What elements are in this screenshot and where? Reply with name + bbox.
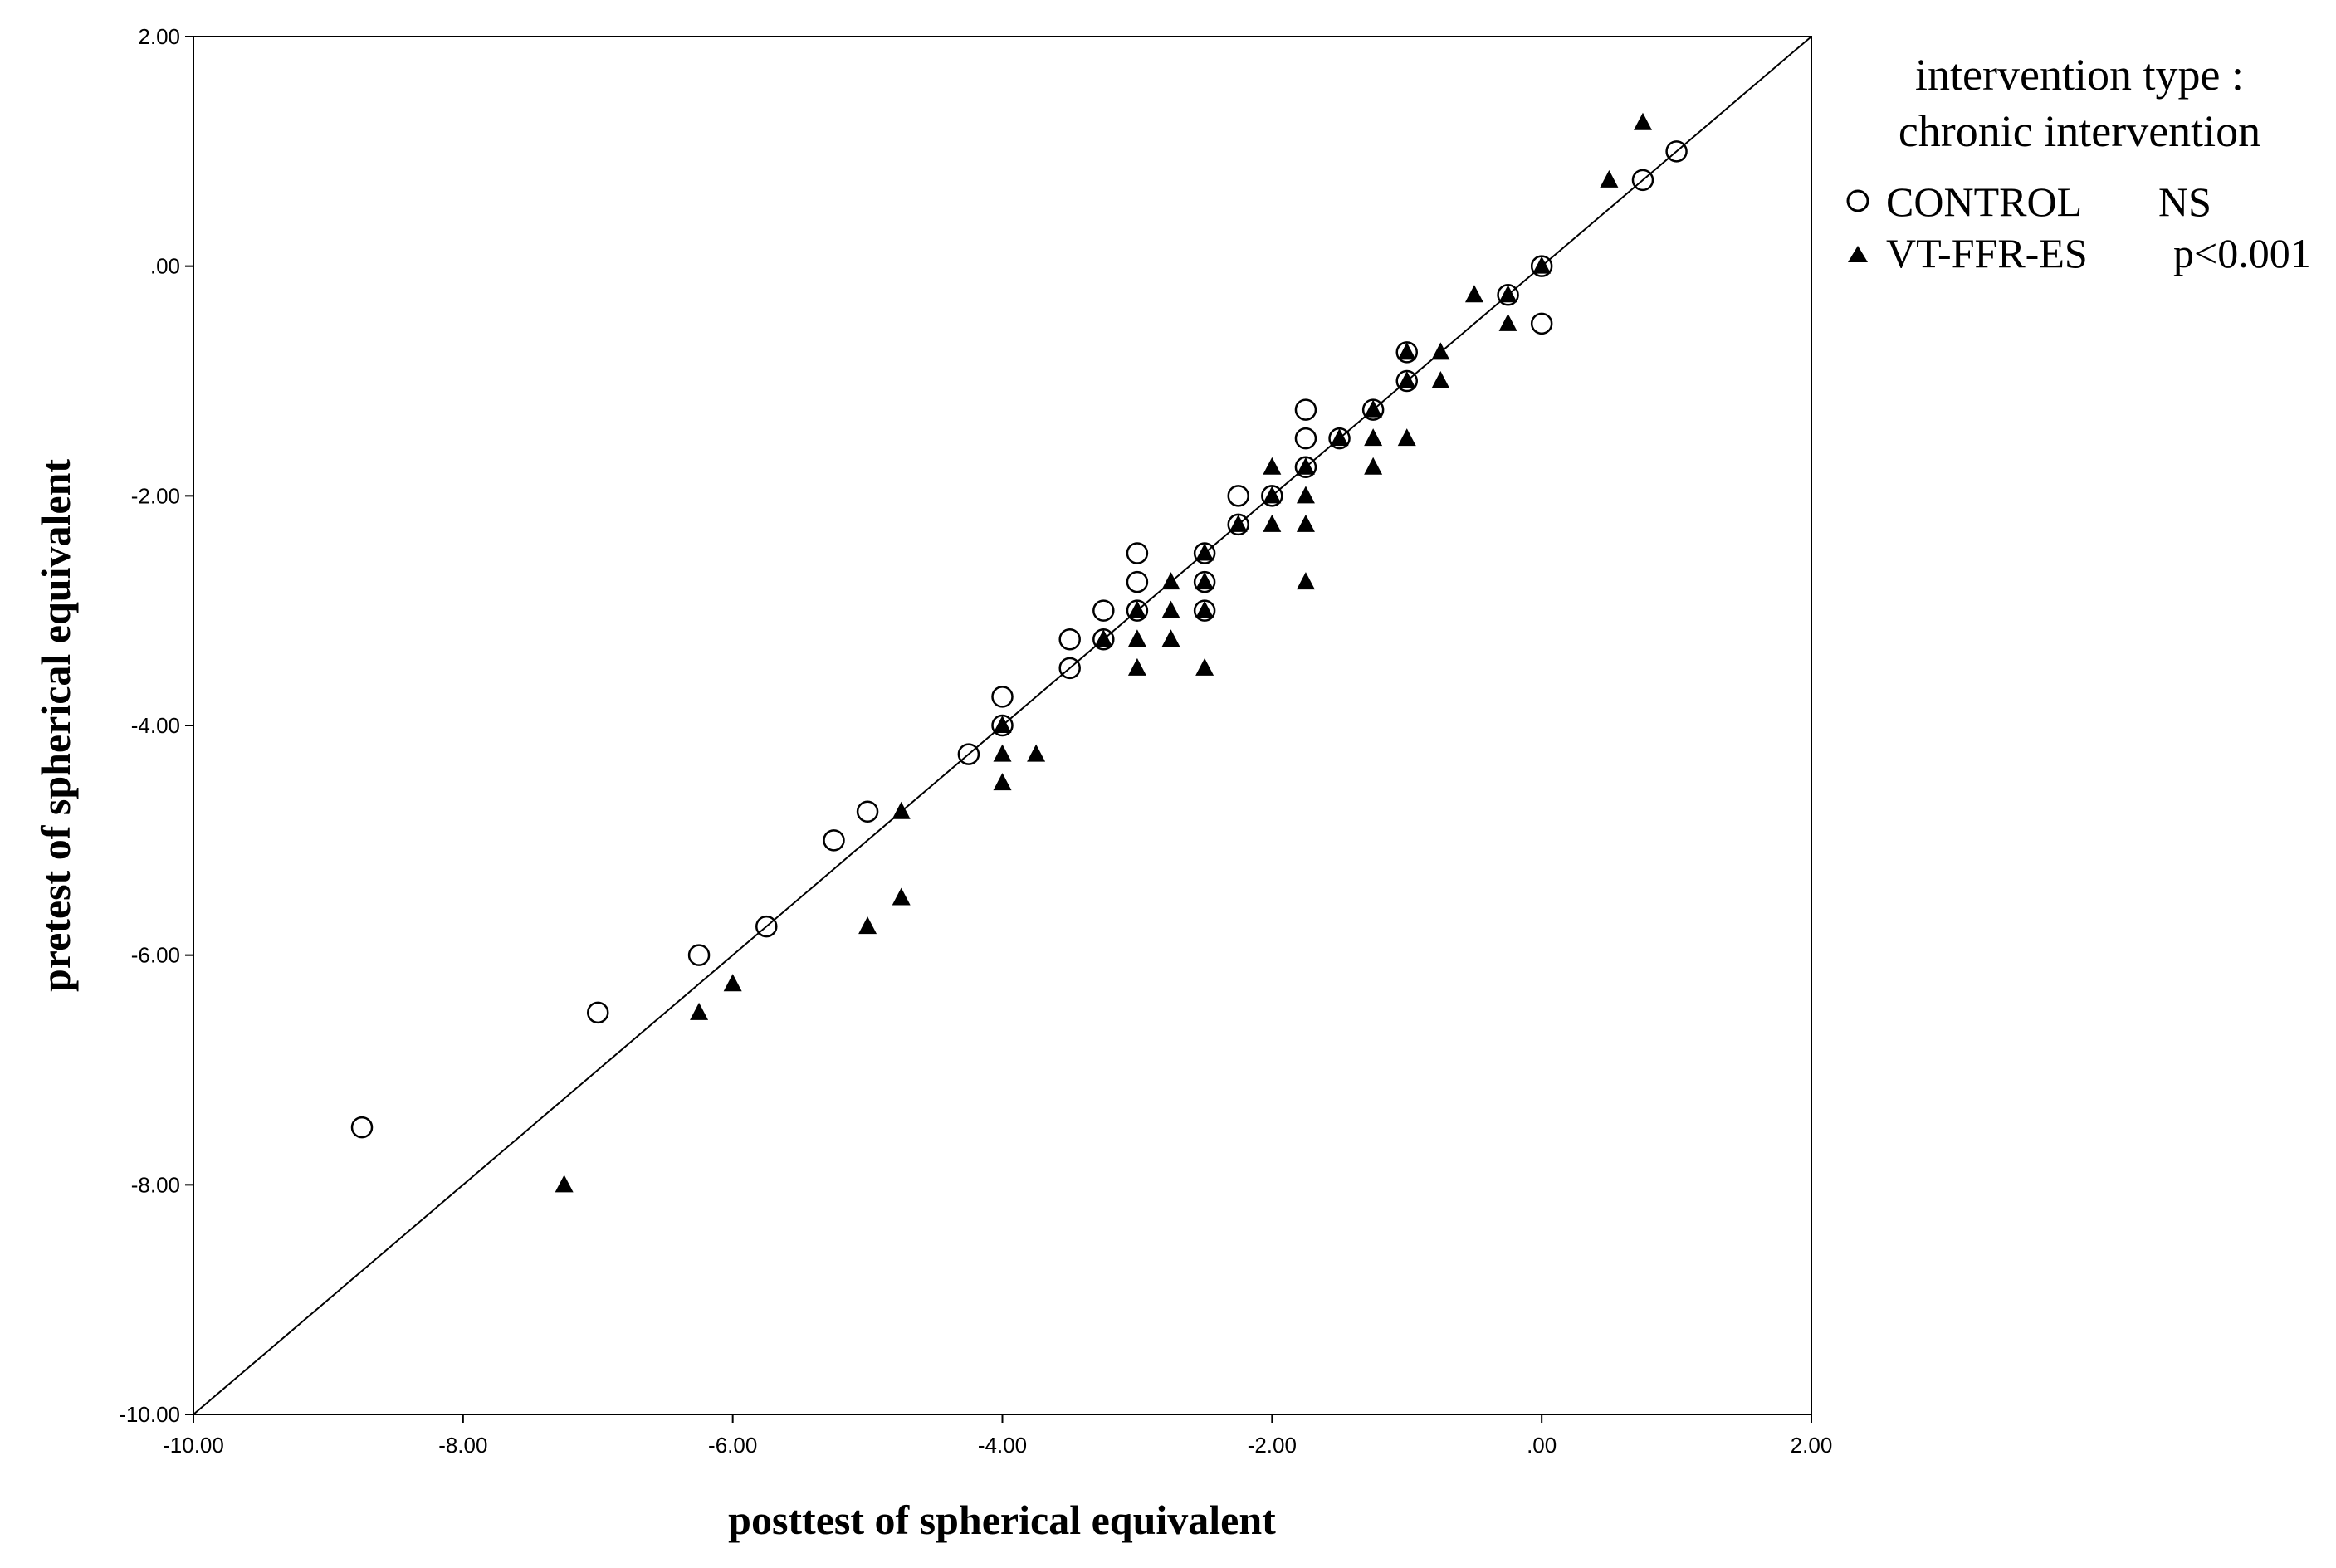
control-point <box>991 686 1014 708</box>
vt-ffr-es-point <box>1296 457 1315 475</box>
x-tick-label: -10.00 <box>163 1433 224 1458</box>
vt-ffr-es-point <box>1027 744 1046 762</box>
legend-vtffres-marker <box>1848 246 1868 262</box>
vt-ffr-es-point <box>892 801 911 819</box>
vt-ffr-es-point <box>892 887 911 906</box>
vt-ffr-es-point <box>1263 457 1282 475</box>
control-point <box>856 800 879 823</box>
vt-ffr-es-point <box>993 773 1012 791</box>
vt-ffr-es-point <box>1127 600 1146 618</box>
vt-ffr-es-point <box>1600 169 1619 188</box>
y-tick-label: -2.00 <box>131 483 180 508</box>
vt-ffr-es-point <box>1296 514 1315 532</box>
legend-title-line1: intervention type : <box>1915 50 2244 100</box>
vt-ffr-es-point <box>1397 342 1416 360</box>
control-point <box>1058 628 1081 651</box>
control-point <box>1294 398 1317 421</box>
control-point <box>1058 657 1081 680</box>
vt-ffr-es-point <box>1296 572 1315 590</box>
control-point <box>957 743 980 765</box>
vt-ffr-es-point <box>1364 428 1383 447</box>
legend-control-stat: NS <box>2158 178 2211 225</box>
vt-ffr-es-point <box>1397 428 1416 447</box>
vt-ffr-es-point <box>723 974 742 992</box>
y-axis: 2.00 .00 -2.00 -4.00 -6.00 -8.00 -10.00 <box>119 24 193 1427</box>
control-point <box>587 1001 609 1024</box>
vt-ffr-es-point <box>1195 657 1214 676</box>
vt-ffr-es-point <box>1532 256 1552 274</box>
vt-ffr-es-point <box>1464 285 1483 303</box>
vt-ffr-es-point <box>1431 342 1450 360</box>
vt-ffr-es-point <box>1195 600 1214 618</box>
data-points-layer <box>350 112 1688 1193</box>
vt-ffr-es-point <box>993 744 1012 762</box>
y-tick-label: 2.00 <box>138 24 180 49</box>
legend-vtffres-stat: p<0.001 <box>2173 230 2311 276</box>
vt-ffr-es-point <box>1431 371 1450 388</box>
legend-title-line2: chronic intervention <box>1899 106 2260 156</box>
x-tick-label: -6.00 <box>708 1433 757 1458</box>
vt-ffr-es-point <box>1127 629 1146 647</box>
y-tick-label: -10.00 <box>119 1402 180 1427</box>
y-axis-title: pretest of spherical equivalent <box>32 459 79 992</box>
x-tick-label: .00 <box>1527 1433 1557 1458</box>
vt-ffr-es-point <box>1330 428 1349 447</box>
x-tick-label: -8.00 <box>438 1433 487 1458</box>
vt-ffr-es-point <box>1296 486 1315 504</box>
vt-ffr-es-point <box>555 1175 574 1193</box>
control-point <box>687 944 711 966</box>
vt-ffr-es-point <box>1397 371 1416 388</box>
vt-ffr-es-point <box>1161 629 1180 647</box>
control-point <box>1126 542 1149 564</box>
vt-ffr-es-point <box>1195 572 1214 590</box>
y-tick-label: .00 <box>150 254 180 279</box>
y-tick-label: -4.00 <box>131 713 180 738</box>
control-point <box>1294 427 1317 450</box>
vt-ffr-es-point <box>1161 600 1180 618</box>
x-tick-label: 2.00 <box>1791 1433 1833 1458</box>
legend-vtffres-label: VT-FFR-ES <box>1886 230 2088 276</box>
vt-ffr-es-point <box>1263 514 1282 532</box>
x-tick-label: -2.00 <box>1248 1433 1297 1458</box>
x-axis-title: posttest of spherical equivalent <box>728 1497 1276 1543</box>
vt-ffr-es-point <box>1161 572 1180 590</box>
vt-ffr-es-point <box>858 916 877 935</box>
vt-ffr-es-point <box>993 716 1012 733</box>
control-point <box>1227 485 1249 507</box>
vt-ffr-es-point <box>1263 486 1282 504</box>
series-vt-ffr-es <box>555 112 1652 1193</box>
vt-ffr-es-point <box>1195 543 1214 561</box>
vt-ffr-es-point <box>1633 112 1652 130</box>
control-point <box>823 829 845 852</box>
legend: intervention type : chronic intervention… <box>1846 50 2311 276</box>
control-point <box>1665 140 1688 163</box>
vt-ffr-es-point <box>1127 657 1146 676</box>
control-point <box>1530 312 1553 335</box>
legend-control-marker <box>1846 189 1869 212</box>
y-tick-label: -6.00 <box>131 943 180 968</box>
vt-ffr-es-point <box>1094 629 1113 647</box>
y-tick-label: -8.00 <box>131 1172 180 1197</box>
vt-ffr-es-point <box>1364 399 1383 418</box>
vt-ffr-es-point <box>690 1002 709 1020</box>
control-point <box>755 915 778 938</box>
vt-ffr-es-point <box>1498 313 1517 331</box>
control-point <box>1092 599 1115 622</box>
legend-control-label: CONTROL <box>1886 178 2082 225</box>
series-control <box>350 140 1688 1139</box>
vt-ffr-es-point <box>1229 514 1248 532</box>
x-axis: -10.00 -8.00 -6.00 -4.00 -2.00 .00 2.00 <box>163 1414 1832 1458</box>
x-tick-label: -4.00 <box>978 1433 1027 1458</box>
vt-ffr-es-point <box>1364 457 1383 475</box>
control-point <box>1631 169 1654 192</box>
vt-ffr-es-point <box>1498 285 1517 303</box>
control-point <box>1126 570 1149 593</box>
control-point <box>350 1116 374 1139</box>
